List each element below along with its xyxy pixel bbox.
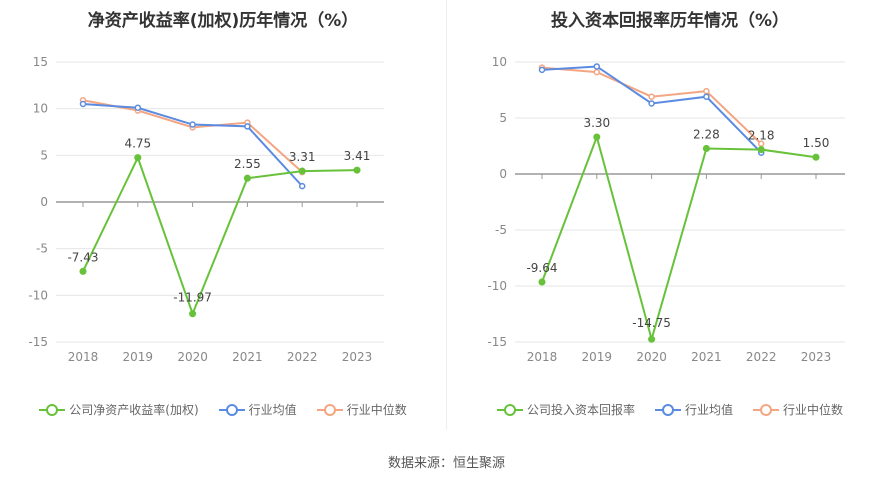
x-tick-label: 2023 bbox=[342, 350, 373, 364]
series-line bbox=[82, 103, 303, 187]
roe-chart-svg: 15 10 5 0 -5 -10 -15 2018 2019 2020 2021 2022 2023 -7… bbox=[28, 55, 384, 364]
y-tick-label: 10 bbox=[33, 102, 48, 116]
data-point bbox=[812, 153, 820, 161]
data-point bbox=[648, 335, 656, 343]
series-line bbox=[82, 99, 303, 173]
legend-swatch-icon bbox=[753, 403, 779, 417]
y-tick-label: -5 bbox=[36, 242, 48, 256]
legend-label: 行业均值 bbox=[684, 403, 733, 417]
roe-chart-panel: 净资产收益率(加权)历年情况（%） 15 10 5 0 -5 -10 -15 2018 2019… bbox=[0, 0, 446, 440]
data-point bbox=[134, 154, 142, 162]
series-line bbox=[82, 155, 358, 317]
x-tick-label: 2019 bbox=[582, 350, 613, 364]
x-tick-label: 2023 bbox=[801, 350, 832, 364]
data-label: 2.28 bbox=[693, 127, 720, 141]
y-tick-label: -15 bbox=[487, 335, 507, 349]
y-tick-label: -10 bbox=[28, 288, 48, 302]
data-label: 1.50 bbox=[803, 136, 830, 150]
legend-label: 行业均值 bbox=[248, 403, 297, 417]
data-point bbox=[189, 121, 196, 128]
y-tick-label: -10 bbox=[487, 279, 507, 293]
y-tick-label: -15 bbox=[28, 335, 48, 349]
legend-label: 公司投入资本回报率 bbox=[526, 403, 635, 417]
data-point bbox=[243, 174, 251, 182]
x-tick-label: 2022 bbox=[287, 350, 318, 364]
data-point bbox=[593, 68, 601, 76]
chart-title: 投入资本回报率历年情况（%） bbox=[550, 11, 790, 31]
series-line bbox=[541, 65, 762, 154]
data-point bbox=[353, 166, 361, 174]
y-tick-label: 5 bbox=[40, 148, 48, 162]
legend-item[interactable]: 行业中位数 bbox=[316, 401, 407, 418]
data-point bbox=[702, 144, 710, 153]
data-point bbox=[298, 167, 306, 175]
data-point bbox=[703, 87, 710, 95]
data-point bbox=[593, 63, 601, 70]
data-point bbox=[79, 267, 87, 275]
legend: 公司投入资本回报率 行业均值 行业中位数 bbox=[447, 401, 893, 418]
legend-label: 行业中位数 bbox=[783, 403, 844, 417]
legend-item[interactable]: 公司投入资本回报率 bbox=[496, 401, 635, 418]
data-point bbox=[593, 133, 601, 141]
y-tick-label: 15 bbox=[33, 55, 48, 69]
chart-title: 净资产收益率(加权)历年情况（%） bbox=[87, 11, 359, 31]
data-point bbox=[648, 93, 655, 100]
x-tick-label: 2022 bbox=[746, 350, 777, 364]
data-point bbox=[703, 93, 710, 100]
data-label: 3.41 bbox=[344, 149, 371, 163]
x-tick-label: 2018 bbox=[527, 350, 558, 364]
data-label: -9.64 bbox=[526, 261, 557, 275]
x-tick-label: 2021 bbox=[232, 350, 263, 364]
data-point bbox=[79, 100, 87, 108]
legend-label: 公司净资产收益率(加权) bbox=[69, 403, 199, 417]
data-point bbox=[189, 310, 197, 318]
data-label: 3.31 bbox=[289, 150, 316, 164]
legend-label: 行业中位数 bbox=[346, 403, 407, 417]
legend: 公司净资产收益率(加权) 行业均值 行业中位数 bbox=[0, 401, 446, 418]
data-point bbox=[757, 146, 765, 154]
data-point bbox=[538, 278, 546, 286]
legend-item[interactable]: 行业均值 bbox=[654, 401, 733, 418]
series-line bbox=[541, 133, 817, 343]
y-tick-label: 10 bbox=[492, 55, 507, 69]
legend-item[interactable]: 行业均值 bbox=[218, 401, 297, 418]
y-tick-label: 0 bbox=[40, 195, 48, 209]
data-label: 4.75 bbox=[124, 137, 151, 151]
panel-divider bbox=[446, 0, 447, 430]
legend-swatch-icon bbox=[496, 403, 523, 417]
x-tick-label: 2020 bbox=[636, 350, 667, 364]
y-tick-label: 0 bbox=[499, 167, 507, 181]
legend-item[interactable]: 公司净资产收益率(加权) bbox=[39, 401, 199, 418]
legend-swatch-icon bbox=[316, 403, 343, 417]
roic-chart-svg: 10 5 0 -5 -10 -15 2018 2019 2020 2021 2022 2023 -9.6… bbox=[487, 55, 845, 364]
data-source: 数据来源：恒生聚源 bbox=[387, 456, 505, 471]
x-tick-label: 2020 bbox=[177, 350, 208, 364]
data-label: 3.30 bbox=[583, 116, 610, 130]
data-point bbox=[648, 100, 655, 107]
x-tick-label: 2021 bbox=[691, 350, 722, 364]
data-point bbox=[134, 104, 142, 111]
x-tick-label: 2018 bbox=[68, 350, 99, 364]
legend-swatch-icon bbox=[218, 403, 245, 417]
x-tick-label: 2019 bbox=[123, 350, 154, 364]
y-tick-label: 5 bbox=[499, 111, 507, 125]
data-label: -7.43 bbox=[67, 250, 98, 264]
data-point bbox=[538, 66, 546, 74]
y-tick-label: -5 bbox=[495, 223, 507, 237]
data-point bbox=[298, 182, 306, 190]
roic-chart-panel: 投入资本回报率历年情况（%） 10 5 0 -5 -10 -15 2018 2019 2020 2… bbox=[447, 0, 893, 440]
data-label: -14.75 bbox=[632, 316, 671, 330]
data-label: 2.18 bbox=[748, 129, 775, 143]
legend-swatch-icon bbox=[654, 403, 681, 417]
legend-swatch-icon bbox=[39, 403, 66, 417]
data-point bbox=[244, 123, 251, 130]
data-label: 2.55 bbox=[234, 157, 261, 171]
legend-item[interactable]: 行业中位数 bbox=[753, 401, 843, 418]
data-label: -11.97 bbox=[173, 291, 212, 305]
